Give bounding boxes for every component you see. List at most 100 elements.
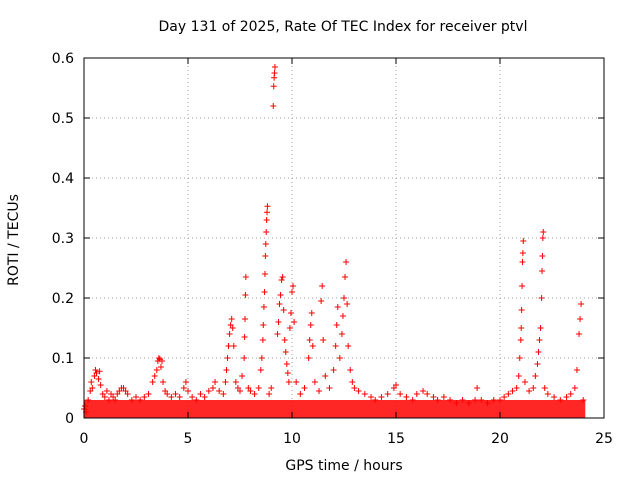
data-point — [266, 391, 273, 397]
data-point — [133, 394, 139, 400]
x-tick-label: 5 — [184, 431, 193, 447]
data-point — [226, 331, 233, 337]
data-point — [326, 385, 333, 391]
data-point — [311, 379, 318, 385]
data-point — [124, 391, 131, 397]
noise-floor-fill — [84, 400, 586, 418]
data-point — [440, 394, 447, 400]
data-point — [509, 388, 516, 394]
data-point — [490, 397, 497, 403]
data-point — [516, 355, 523, 361]
data-point — [505, 391, 512, 397]
data-point — [268, 385, 275, 391]
data-point — [573, 367, 580, 373]
data-point — [224, 355, 231, 361]
data-point — [257, 367, 264, 373]
data-point — [515, 373, 522, 379]
data-point — [241, 334, 248, 340]
data-point — [271, 70, 278, 76]
data-point — [501, 394, 508, 400]
data-point — [557, 397, 564, 403]
y-tick-label: 0.2 — [52, 291, 74, 307]
data-point — [260, 304, 267, 310]
y-tick-label: 0.6 — [52, 51, 74, 67]
x-tick-label: 10 — [283, 431, 301, 447]
data-point — [534, 361, 541, 367]
data-point — [105, 397, 112, 403]
data-point — [185, 388, 191, 394]
data-point — [316, 388, 323, 394]
y-tick-label: 0.3 — [52, 231, 74, 247]
data-point — [301, 385, 308, 391]
y-tick-label: 0 — [65, 411, 74, 427]
data-point — [520, 238, 527, 244]
x-tick-label: 0 — [80, 431, 89, 447]
data-point — [521, 379, 528, 385]
data-point — [270, 83, 277, 90]
data-point — [576, 331, 583, 337]
data-point — [93, 370, 100, 376]
data-point — [519, 259, 526, 265]
data-point — [230, 343, 237, 349]
data-point — [430, 394, 437, 400]
data-point — [297, 391, 304, 397]
data-point — [518, 307, 525, 313]
data-point — [518, 325, 525, 331]
data-point — [339, 313, 346, 319]
data-point — [320, 337, 327, 343]
data-point — [242, 274, 249, 280]
data-point — [349, 379, 356, 385]
data-point — [530, 385, 537, 391]
data-point — [319, 283, 326, 289]
data-point — [263, 217, 270, 223]
data-point — [537, 325, 544, 331]
data-point — [284, 370, 291, 376]
data-point — [532, 373, 539, 379]
data-point — [281, 337, 288, 343]
data-point — [478, 397, 485, 403]
data-point — [539, 268, 546, 274]
data-point — [149, 379, 156, 385]
data-point — [145, 391, 152, 397]
data-point — [112, 397, 119, 403]
data-point — [189, 394, 196, 400]
noise-floor-band — [84, 400, 586, 418]
y-tick-label: 0.4 — [52, 171, 74, 187]
data-point — [274, 331, 281, 337]
data-point — [330, 367, 337, 373]
data-point — [168, 394, 175, 400]
data-point — [472, 397, 479, 403]
data-point — [344, 301, 351, 307]
data-point — [103, 388, 110, 394]
data-point — [141, 394, 148, 400]
data-point — [176, 394, 183, 400]
data-point — [262, 253, 269, 259]
data-point — [263, 229, 270, 235]
data-point — [361, 391, 368, 397]
data-point — [216, 388, 223, 394]
data-point — [270, 103, 277, 109]
data-point — [275, 319, 282, 325]
data-point — [88, 379, 95, 385]
data-point — [212, 379, 219, 385]
data-point — [544, 391, 551, 397]
data-point — [571, 385, 578, 391]
data-point — [368, 394, 375, 400]
data-point — [465, 400, 472, 406]
data-point — [318, 298, 325, 304]
data-point — [262, 241, 269, 247]
x-tick-label: 15 — [387, 431, 405, 447]
data-point — [222, 379, 229, 385]
data-point — [336, 355, 343, 361]
data-point — [497, 397, 503, 403]
data-point — [567, 391, 574, 397]
x-axis-ticks: 0 5 10 15 20 25 — [80, 58, 613, 447]
data-point — [282, 349, 289, 355]
data-point — [539, 235, 546, 241]
data-point — [540, 229, 547, 235]
data-point — [242, 292, 249, 298]
data-point — [393, 382, 399, 388]
data-point — [332, 343, 339, 349]
data-point — [271, 64, 278, 70]
x-axis-label: GPS time / hours — [285, 458, 402, 474]
